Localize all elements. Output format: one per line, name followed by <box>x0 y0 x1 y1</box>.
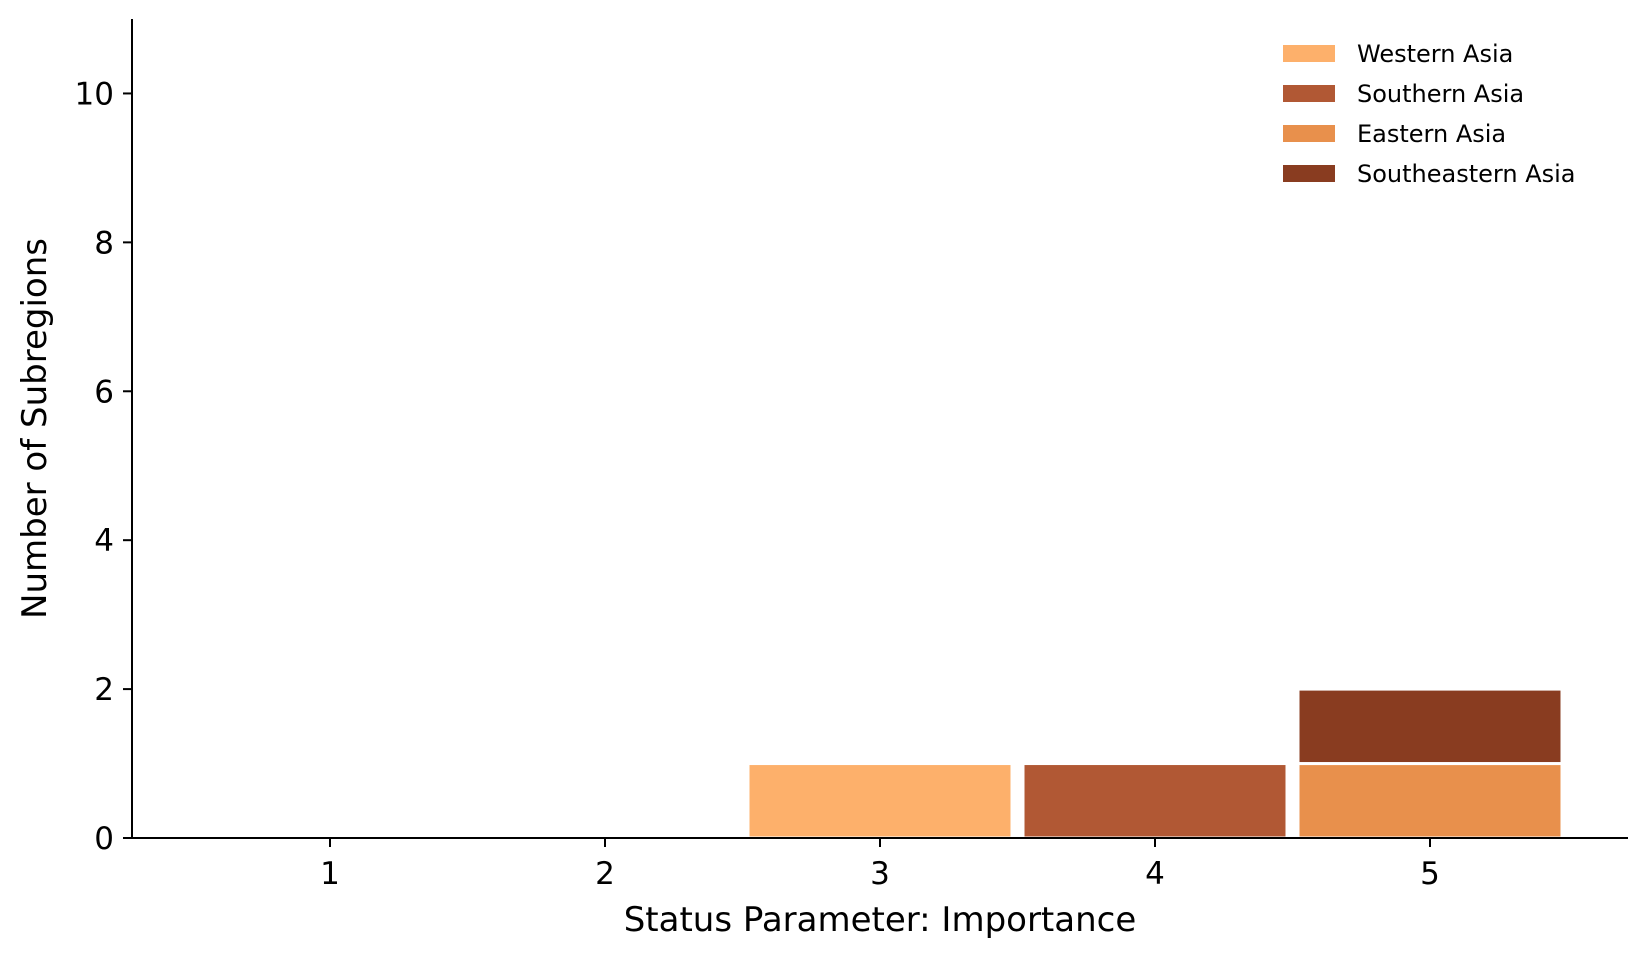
y-axis-label: Number of Subregions <box>15 238 55 619</box>
x-tick-label: 3 <box>870 856 890 892</box>
legend-label: Southern Asia <box>1357 80 1524 108</box>
bar-western-asia-3 <box>746 762 1014 840</box>
bar-southeastern-asia-5 <box>1296 687 1564 766</box>
bar-eastern-asia-5 <box>1296 762 1564 840</box>
bars-layer <box>746 687 1564 840</box>
x-tick-label: 2 <box>595 856 615 892</box>
y-tick-label: 10 <box>75 76 114 112</box>
legend-swatch-eastern-asia <box>1283 125 1335 142</box>
legend-swatch-western-asia <box>1283 45 1335 62</box>
bar-southern-asia-4 <box>1021 762 1289 840</box>
legend: Western Asia Southern Asia Eastern Asia Sou… <box>1283 40 1575 188</box>
legend-label: Western Asia <box>1357 40 1513 68</box>
y-tick-label: 8 <box>94 225 114 261</box>
legend-label: Eastern Asia <box>1357 120 1506 148</box>
legend-label: Southeastern Asia <box>1357 160 1575 188</box>
x-tick-label: 5 <box>1420 856 1440 892</box>
x-tick-label: 1 <box>320 856 340 892</box>
x-tick-label: 4 <box>1145 856 1165 892</box>
y-ticks: 0 2 4 6 8 10 <box>75 76 132 857</box>
x-ticks: 1 2 3 4 5 <box>320 838 1440 892</box>
y-tick-label: 4 <box>94 523 114 559</box>
legend-swatch-southern-asia <box>1283 85 1335 102</box>
x-axis-label: Status Parameter: Importance <box>624 900 1137 940</box>
y-tick-label: 2 <box>94 672 114 708</box>
y-tick-label: 0 <box>94 821 114 857</box>
legend-swatch-southeastern-asia <box>1283 165 1335 182</box>
y-tick-label: 6 <box>94 374 114 410</box>
